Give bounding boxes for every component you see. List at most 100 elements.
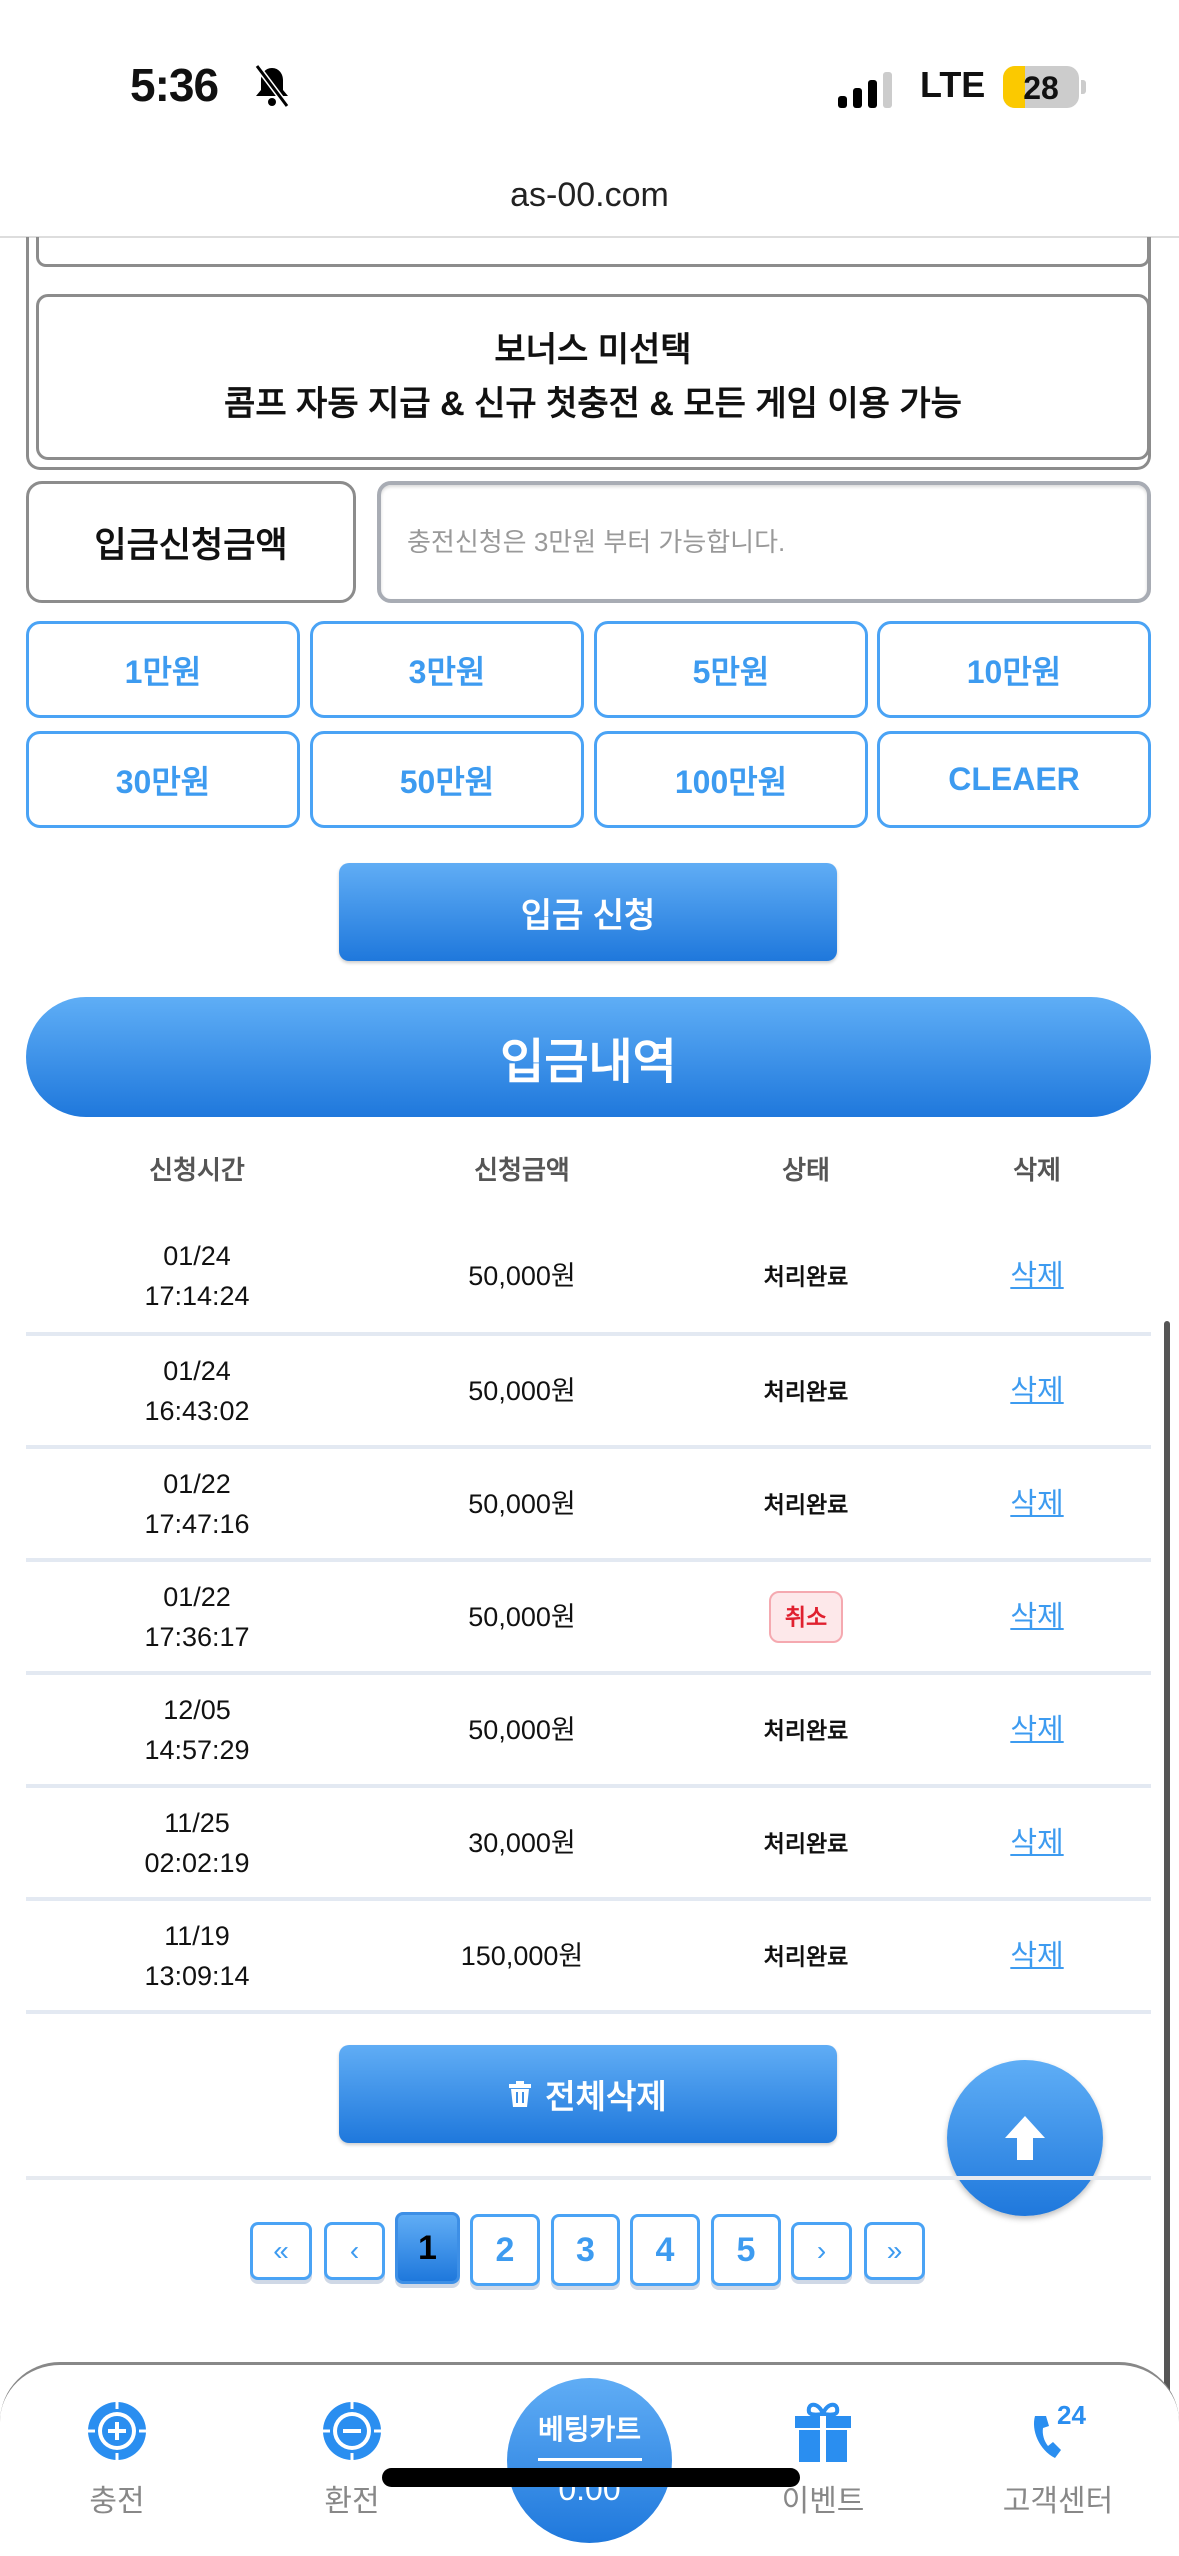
amount-button-1m[interactable]: 100만원	[594, 731, 868, 828]
nav-event[interactable]: 이벤트	[723, 2400, 923, 2520]
request-date: 01/22	[163, 1581, 231, 1612]
status-cell: 처리완료	[656, 1709, 956, 1750]
amount-button-500k[interactable]: 50만원	[310, 731, 584, 828]
request-amount: 50,000원	[468, 1375, 576, 1406]
status-badge: 처리완료	[763, 1830, 849, 1856]
bonus-desc: 콤프 자동 지급 & 신규 첫충전 & 모든 게임 이용 가능	[224, 385, 962, 423]
page-last[interactable]: »	[864, 2222, 925, 2280]
nav-label: 충전	[89, 2485, 145, 2518]
col-header-time: 신청시간	[149, 1155, 245, 1185]
table-row: 01/22 17:36:17 50,000원 취소 삭제	[26, 1562, 1151, 1675]
page-first[interactable]: «	[250, 2222, 312, 2280]
delete-link[interactable]: 삭제	[1010, 1826, 1064, 1859]
page-2[interactable]: 2	[470, 2214, 540, 2286]
request-date: 11/25	[164, 1807, 230, 1838]
deposit-amount-input[interactable]	[377, 481, 1151, 603]
amount-button-30k[interactable]: 3만원	[310, 621, 584, 718]
history-title: 입금내역	[26, 997, 1151, 1117]
status-cell: 처리완료	[656, 1935, 956, 1976]
table-row: 11/19 13:09:14 150,000원 처리완료 삭제	[26, 1901, 1151, 2014]
request-date: 12/05	[163, 1694, 231, 1725]
status-badge: 처리완료	[763, 1943, 849, 1969]
table-row: 01/24 17:14:24 50,000원 처리완료 삭제	[26, 1220, 1151, 1336]
delete-link[interactable]: 삭제	[1010, 1487, 1064, 1520]
history-table: 01/24 17:14:24 50,000원 처리완료 삭제 01/24 16:43:02 5…	[26, 1220, 1151, 2014]
request-time: 11/19 13:09:14	[47, 1916, 347, 1996]
page-5[interactable]: 5	[711, 2214, 781, 2286]
delete-link[interactable]: 삭제	[1010, 1600, 1064, 1633]
request-date: 01/24	[163, 1355, 231, 1386]
request-amount: 50,000원	[468, 1714, 576, 1745]
battery-icon: 28	[1003, 66, 1079, 108]
amount-button-100k[interactable]: 10만원	[877, 621, 1151, 718]
page-3[interactable]: 3	[551, 2214, 620, 2286]
request-time: 01/24 17:14:24	[47, 1236, 347, 1316]
delete-cell: 삭제	[887, 1597, 1179, 1637]
table-row: 01/24 16:43:02 50,000원 처리완료 삭제	[26, 1336, 1151, 1449]
bonus-option-prev[interactable]	[36, 237, 1150, 267]
nav-customer-center[interactable]: 24 고객센터	[958, 2400, 1158, 2520]
trash-icon	[509, 2081, 532, 2107]
request-clock: 17:14:24	[144, 1281, 250, 1311]
delete-all-button[interactable]: 전체삭제	[339, 2045, 837, 2143]
delete-link[interactable]: 삭제	[1010, 1374, 1064, 1407]
scrollbar[interactable]	[1164, 1321, 1170, 2397]
home-indicator[interactable]	[382, 2468, 800, 2487]
delete-cell: 삭제	[887, 1371, 1179, 1411]
deposit-submit-button[interactable]: 입금 신청	[339, 863, 837, 961]
request-clock: 13:09:14	[144, 1960, 250, 1991]
request-time: 01/24 16:43:02	[47, 1351, 347, 1431]
nav-label: 이벤트	[781, 2485, 865, 2518]
status-cell: 취소	[656, 1590, 956, 1643]
battery-cap	[1081, 80, 1086, 94]
delete-cell: 삭제	[887, 1936, 1179, 1976]
battery-level: 28	[1023, 70, 1059, 106]
delete-cell: 삭제	[887, 1256, 1179, 1296]
divider	[537, 2458, 642, 2461]
col-header-amount: 신청금액	[474, 1155, 570, 1185]
nav-charge[interactable]: 충전	[17, 2400, 217, 2520]
bet-cart-button[interactable]: 베팅카트 0.00	[507, 2378, 672, 2543]
nav-label: 환전	[324, 2485, 380, 2518]
status-badge: 취소	[768, 1590, 844, 1643]
delete-link[interactable]: 삭제	[1010, 1939, 1064, 1972]
request-amount: 150,000원	[460, 1940, 584, 1971]
arrow-up-icon	[1005, 2116, 1045, 2160]
status-cell: 처리완료	[656, 1822, 956, 1863]
request-amount: 50,000원	[468, 1488, 576, 1519]
bet-cart-label: 베팅카트	[537, 2414, 642, 2445]
chip-minus-icon	[323, 2402, 381, 2460]
col-header-delete: 삭제	[1013, 1155, 1061, 1185]
gift-icon	[795, 2402, 851, 2462]
amount-button-50k[interactable]: 5만원	[594, 621, 868, 718]
amount-button-300k[interactable]: 30만원	[26, 731, 300, 828]
page-4[interactable]: 4	[630, 2214, 700, 2286]
bonus-option-none[interactable]: 보너스 미선택 콤프 자동 지급 & 신규 첫충전 & 모든 게임 이용 가능	[36, 294, 1150, 460]
request-date: 01/22	[163, 1468, 231, 1499]
page-1[interactable]: 1	[395, 2212, 460, 2284]
signal-icon	[838, 72, 892, 108]
delete-link[interactable]: 삭제	[1010, 1260, 1064, 1292]
svg-text:24: 24	[1057, 2400, 1086, 2430]
request-time: 11/25 02:02:19	[47, 1803, 347, 1883]
request-amount: 50,000원	[468, 1261, 576, 1291]
phone-24-icon: 24	[1033, 2400, 1086, 2458]
amount-button-10k[interactable]: 1만원	[26, 621, 300, 718]
col-header-status: 상태	[782, 1155, 830, 1185]
page-next[interactable]: ›	[791, 2222, 852, 2280]
request-time: 01/22 17:47:16	[47, 1464, 347, 1544]
url-bar[interactable]: as-00.com	[510, 176, 669, 214]
chip-plus-icon	[88, 2402, 146, 2460]
page-prev[interactable]: ‹	[324, 2222, 385, 2280]
clear-button[interactable]: CLEAER	[877, 731, 1151, 828]
divider	[26, 2176, 1151, 2180]
bell-slash-icon	[254, 64, 290, 108]
status-badge: 처리완료	[763, 1378, 849, 1404]
delete-cell: 삭제	[887, 1823, 1179, 1863]
nav-exchange[interactable]: 환전	[252, 2400, 452, 2520]
request-time: 12/05 14:57:29	[47, 1690, 347, 1770]
request-time: 01/22 17:36:17	[47, 1577, 347, 1657]
delete-link[interactable]: 삭제	[1010, 1713, 1064, 1746]
request-clock: 14:57:29	[144, 1734, 250, 1765]
scroll-to-top-button[interactable]	[947, 2060, 1103, 2216]
